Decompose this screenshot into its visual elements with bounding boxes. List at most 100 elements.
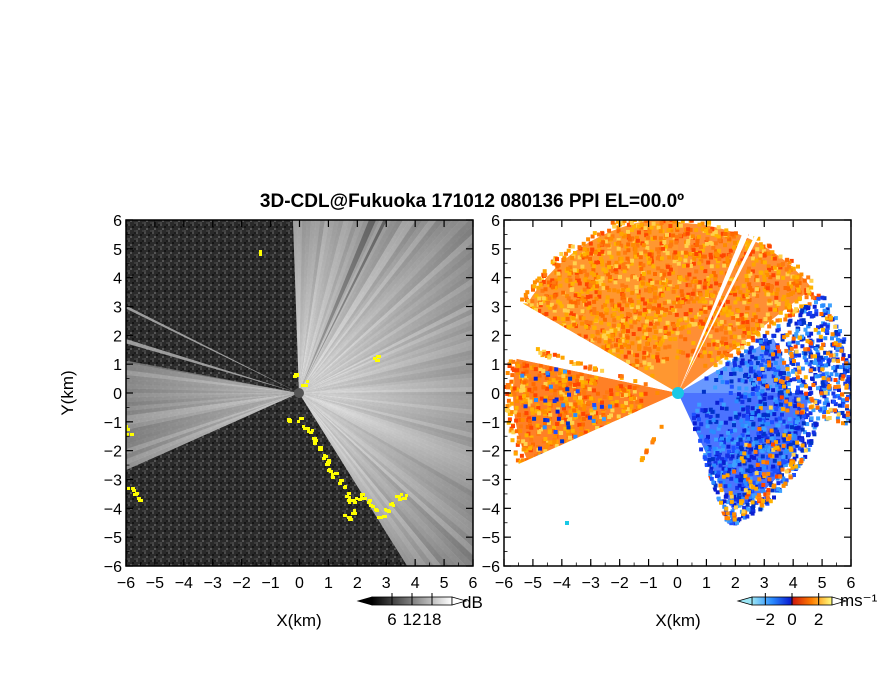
velocity-pixel [698,325,703,329]
velocity-pixel [696,234,701,239]
velocity-pixel [800,344,805,349]
velocity-pixel [774,281,779,286]
highlight-pixel [293,375,297,378]
velocity-pixel [564,390,569,395]
velocity-pixel [689,296,694,301]
velocity-pixel [621,409,626,414]
velocity-pixel [789,281,794,285]
velocity-pixel [758,438,763,443]
velocity-pixel [760,323,765,328]
velocity-pixel [522,362,527,367]
velocity-pixel [607,233,612,238]
velocity-pixel [633,254,638,259]
velocity-pixel [690,349,695,354]
velocity-pixel [725,473,730,478]
velocity-pixel [723,512,728,517]
velocity-pixel [846,394,850,399]
velocity-pixel [732,327,737,332]
velocity-pixel [836,380,840,385]
velocity-pixel [565,266,570,271]
velocity-pixel [728,248,733,253]
velocity-pixel [575,361,580,366]
velocity-pixel [794,349,799,354]
velocity-pixel [709,466,714,471]
velocity-pixel [780,337,785,342]
velocity-pixel [590,338,595,343]
highlight-pixel [302,425,305,428]
velocity-pixel [789,427,794,432]
velocity-pixel [760,415,765,420]
velocity-pixel [600,249,605,254]
velocity-pixel [750,269,755,274]
velocity-pixel [740,475,745,480]
velocity-pixel [784,313,789,318]
velocity-pixel [816,293,821,298]
velocity-pixel [505,408,509,413]
velocity-pixel [624,284,629,289]
velocity-pixel [702,285,707,290]
velocity-pixel [840,392,844,397]
velocity-pixel [646,299,651,304]
velocity-pixel [658,342,663,347]
velocity-pixel [743,316,748,321]
velocity-pixel [820,367,825,372]
velocity-pixel [623,343,627,348]
reflectivity-echo [126,220,473,566]
velocity-pixel [826,351,831,356]
velocity-pixel [725,259,730,263]
velocity-pixel [622,333,627,338]
velocity-pixel [724,506,729,511]
velocity-pixel [586,379,591,384]
velocity-pixel [824,381,828,386]
velocity-pixel [594,281,599,286]
velocity-pixel [661,213,665,217]
velocity-pixel [594,375,599,380]
velocity-pixel [732,334,737,339]
velocity-pixel [606,344,611,349]
highlight-pixel [347,492,351,495]
velocity-pixel [714,281,719,286]
velocity-pixel [765,410,770,415]
velocity-pixel [773,397,778,402]
velocity-pixel [828,407,833,412]
velocity-pixel [532,280,537,285]
velocity-pixel [527,419,532,424]
highlight-pixel [382,515,387,518]
velocity-pixel [751,256,756,261]
velocity-pixel [765,330,770,335]
velocity-pixel [791,266,796,271]
velocity-pixel [755,293,760,298]
velocity-pixel [729,476,734,481]
velocity-pixel [688,227,693,232]
velocity-pixel [739,418,744,423]
velocity-pixel [774,453,779,458]
velocity-pixel [644,335,649,340]
velocity-pixel [655,280,660,285]
velocity-pixel [721,402,726,407]
velocity-pixel [583,334,588,339]
velocity-pixel [832,399,836,404]
velocity-pixel [602,395,607,399]
velocity-pixel [703,408,708,413]
velocity-pixel [820,380,825,385]
velocity-pixel [631,332,636,336]
velocity-pixel [602,332,607,337]
velocity-pixel [632,239,637,244]
highlight-pixel [127,487,130,490]
velocity-pixel [690,317,695,322]
y-tick-label: 5 [491,242,500,259]
velocity-pixel [636,252,641,257]
velocity-pixel [617,323,621,328]
highlight-pixel [313,442,317,445]
velocity-pixel [817,357,821,362]
velocity-pixel [776,423,781,428]
velocity-pixel [833,324,838,329]
velocity-pixel [817,399,822,404]
velocity-pixel [700,325,705,330]
velocity-pixel [646,309,651,314]
velocity-pixel [601,267,606,272]
velocity-pixel [605,299,610,304]
velocity-pixel [744,386,749,391]
velocity-pixel [744,274,749,279]
velocity-pixel [750,497,755,502]
